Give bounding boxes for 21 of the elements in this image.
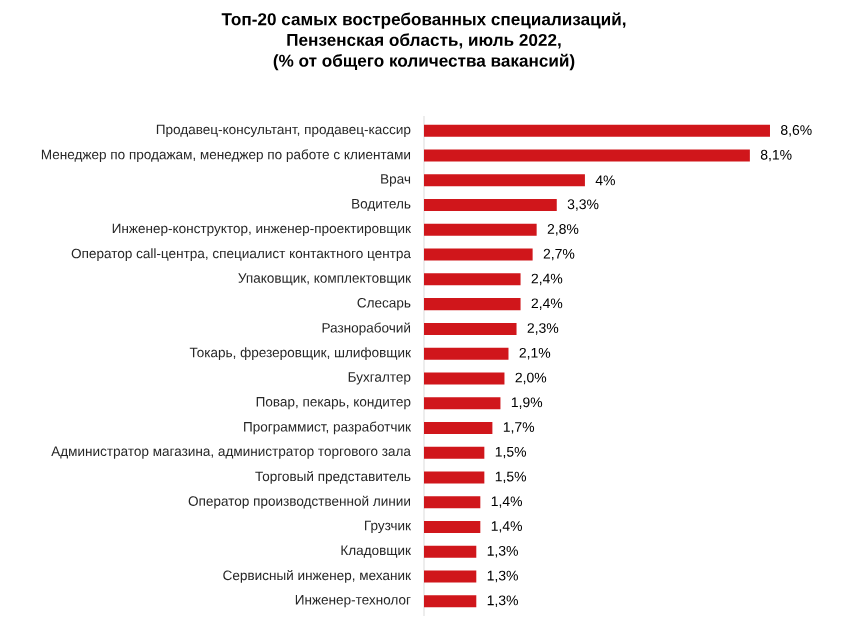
bar — [424, 421, 493, 434]
bar — [424, 471, 485, 484]
chart-title: Топ-20 самых востребованных специализаций, Пензенская область, июль 2022, (% от общего количества вакансий) — [221, 12, 626, 71]
bar — [424, 199, 557, 212]
bar — [424, 273, 521, 286]
bar — [424, 298, 521, 311]
bar — [424, 397, 501, 410]
bar — [424, 570, 477, 583]
bar — [424, 372, 505, 385]
bar — [424, 595, 477, 608]
bar — [424, 248, 533, 261]
bar — [424, 149, 750, 162]
bar — [424, 446, 485, 459]
bar — [424, 520, 481, 533]
bar — [424, 347, 509, 360]
bar — [424, 545, 477, 558]
bar — [424, 223, 537, 236]
bar — [424, 322, 517, 335]
bar — [424, 124, 770, 137]
bar — [424, 174, 585, 187]
bar — [424, 496, 481, 509]
